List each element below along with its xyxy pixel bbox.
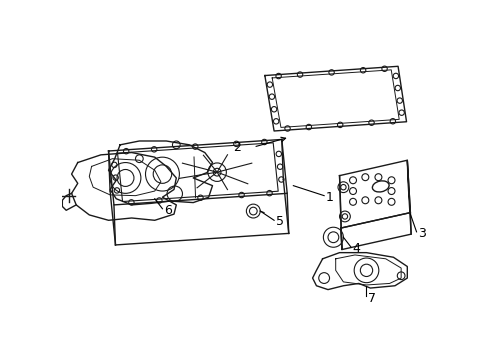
Text: 6: 6 [163,204,171,217]
Text: 1: 1 [325,191,333,204]
Text: 5: 5 [276,215,284,228]
Text: 3: 3 [417,227,425,240]
Text: 7: 7 [367,292,375,305]
Text: 2: 2 [233,141,241,154]
Text: 4: 4 [352,242,360,255]
